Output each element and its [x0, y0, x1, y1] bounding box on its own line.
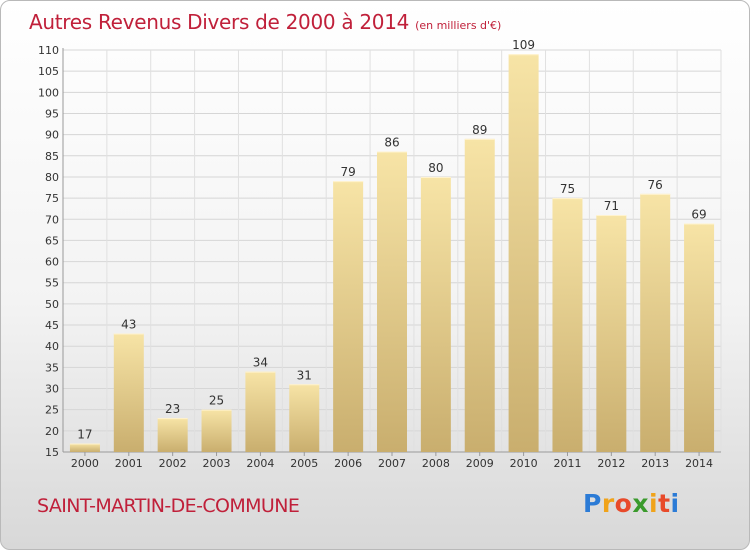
labels: 15 20 25 30 35 40 45 50 55 60 65 70 75 80 85 90 95 100 105…: [38, 38, 713, 470]
x-tick-label: 2011: [553, 457, 581, 470]
x-tick-label: 2002: [159, 457, 187, 470]
title-unit: (en milliers d'€): [415, 19, 502, 32]
y-tick-label: 45: [45, 319, 59, 332]
value-label: 76: [648, 178, 663, 192]
value-label: 86: [384, 136, 399, 150]
y-tick-label: 40: [45, 340, 59, 353]
x-tick-label: 2003: [203, 457, 231, 470]
bar: [333, 181, 364, 452]
x-tick-label: 2004: [246, 457, 274, 470]
bar: [157, 418, 188, 452]
value-label: 69: [691, 207, 706, 221]
bars: [69, 54, 715, 453]
x-tick-label: 2014: [685, 457, 713, 470]
value-label: 31: [297, 368, 312, 382]
bar: [640, 193, 671, 452]
bar: [420, 176, 451, 452]
bar: [684, 223, 715, 452]
logo-letter: o: [614, 489, 633, 518]
value-label: 23: [165, 402, 180, 416]
y-tick-label: 60: [45, 256, 59, 269]
bar: [113, 333, 144, 452]
bar: [596, 215, 627, 452]
title-text: Autres Revenus Divers de 2000 à 2014: [29, 10, 410, 34]
logo-letter: x: [632, 489, 649, 518]
bar: [69, 443, 100, 452]
logo-letter: i: [649, 489, 659, 518]
y-tick-label: 25: [45, 404, 59, 417]
y-tick-label: 95: [45, 107, 59, 120]
y-tick-label: 105: [38, 65, 59, 78]
x-tick-label: 2001: [115, 457, 143, 470]
y-tick-label: 35: [45, 361, 59, 374]
x-tick-label: 2012: [597, 457, 625, 470]
y-tick-label: 75: [45, 192, 59, 205]
y-tick-label: 70: [45, 213, 59, 226]
value-label: 79: [340, 165, 355, 179]
y-tick-label: 55: [45, 277, 59, 290]
value-label: 109: [512, 38, 535, 52]
value-label: 80: [428, 161, 443, 175]
commune-name: SAINT-MARTIN-DE-COMMUNE: [37, 495, 300, 517]
x-tick-label: 2006: [334, 457, 362, 470]
bar: [464, 138, 495, 452]
chart-title: Autres Revenus Divers de 2000 à 2014 (en …: [29, 10, 501, 34]
x-tick-label: 2009: [466, 457, 494, 470]
bar: [508, 54, 539, 453]
value-label: 75: [560, 182, 575, 196]
value-label: 89: [472, 123, 487, 137]
y-tick-label: 110: [38, 44, 59, 57]
y-tick-label: 85: [45, 150, 59, 163]
logo-letter: t: [658, 489, 671, 518]
bar: [289, 384, 320, 452]
y-tick-label: 90: [45, 129, 59, 142]
x-tick-label: 2005: [290, 457, 318, 470]
y-tick-label: 50: [45, 298, 59, 311]
x-tick-label: 2000: [71, 457, 99, 470]
x-tick-label: 2007: [378, 457, 406, 470]
value-label: 34: [253, 356, 268, 370]
y-tick-label: 15: [45, 446, 59, 459]
logo-letter: i: [670, 489, 680, 518]
bar: [552, 198, 583, 452]
bar: [377, 151, 407, 452]
y-tick-label: 20: [45, 425, 59, 438]
value-label: 71: [604, 199, 619, 213]
y-tick-label: 30: [45, 383, 59, 396]
logo-letter: r: [601, 489, 615, 518]
bar: [201, 409, 232, 452]
y-tick-label: 65: [45, 234, 59, 247]
value-label: 17: [77, 428, 92, 442]
bar: [245, 371, 276, 452]
value-label: 43: [121, 318, 136, 332]
logo-letter: P: [583, 489, 602, 518]
y-tick-label: 80: [45, 171, 59, 184]
x-tick-label: 2013: [641, 457, 669, 470]
y-tick-label: 100: [38, 86, 59, 99]
value-label: 25: [209, 394, 224, 408]
x-tick-label: 2008: [422, 457, 450, 470]
proxiti-logo[interactable]: Proxiti: [583, 489, 680, 518]
x-tick-label: 2010: [510, 457, 538, 470]
